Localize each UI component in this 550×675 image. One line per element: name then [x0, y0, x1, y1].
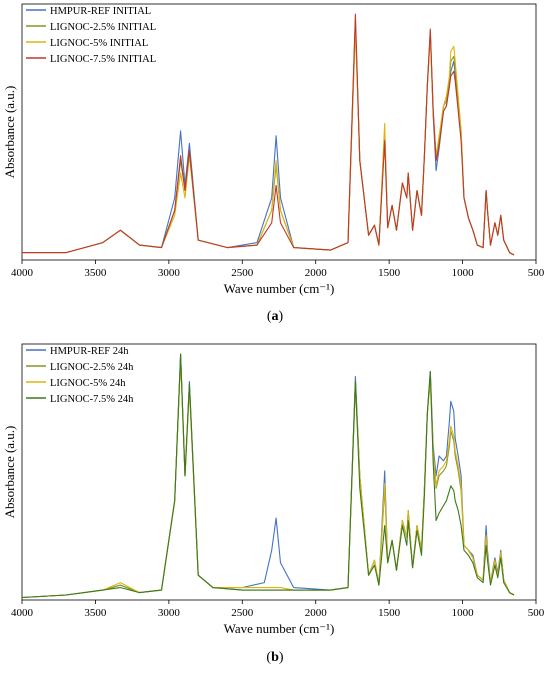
caption-letter-a: a — [271, 309, 279, 324]
x-tick-label: 2500 — [231, 607, 254, 619]
legend-entry: HMPUR-REF 24h — [50, 346, 129, 357]
legend-entry: LIGNOC-2.5% 24h — [50, 362, 134, 373]
y-axis-title: Absorbance (a.u.) — [2, 426, 17, 519]
plot-frame — [21, 343, 537, 601]
x-tick-label: 500 — [528, 607, 545, 619]
x-axis-title: Wave number (cm⁻¹) — [224, 281, 335, 296]
x-tick-label: 1000 — [452, 607, 475, 619]
x-tick-label: 500 — [528, 267, 545, 279]
x-tick-label: 3000 — [158, 267, 181, 279]
x-tick-label: 4000 — [11, 607, 34, 619]
x-tick-label: 1000 — [452, 267, 475, 279]
panel-caption-a: (a) — [266, 309, 284, 324]
legend-entry: LIGNOC-5% 24h — [50, 378, 126, 389]
legend-entry: LIGNOC-7.5% INITIAL — [50, 54, 156, 65]
legend-entry: LIGNOC-5% INITIAL — [50, 38, 148, 49]
legend-entry: LIGNOC-7.5% 24h — [50, 394, 134, 405]
x-tick-label: 3500 — [84, 607, 107, 619]
x-tick-label: 3500 — [84, 267, 107, 279]
x-tick-label: 3000 — [158, 607, 181, 619]
plot-frame — [21, 3, 537, 261]
series-line-4 — [22, 13, 515, 256]
chart-panel-b: 4000 3500 3000 2500 2000 1500 1000 500 Wave numb… — [0, 336, 550, 675]
x-tick-label: 2000 — [305, 607, 328, 619]
x-tick-label: 1500 — [378, 607, 401, 619]
series-line-4 — [22, 353, 515, 599]
x-tick-label: 2500 — [231, 267, 254, 279]
legend-entry: LIGNOC-2.5% INITIAL — [50, 22, 156, 33]
chart-panel-a: 4000 3500 3000 2500 2000 1500 1000 500 Wave numb… — [0, 0, 550, 336]
y-axis-title: Absorbance (a.u.) — [2, 86, 17, 179]
legend-entry: HMPUR-REF INITIAL — [50, 6, 151, 17]
x-tick-label: 1500 — [378, 267, 401, 279]
x-axis-title: Wave number (cm⁻¹) — [224, 621, 335, 636]
spectrum-chart-a: 4000 3500 3000 2500 2000 1500 1000 500 Wave numb… — [2, 3, 545, 296]
x-tick-label: 4000 — [11, 267, 34, 279]
panel-caption-b: (b) — [266, 650, 284, 665]
series-line-2 — [22, 356, 515, 599]
spectrum-chart-b: 4000 3500 3000 2500 2000 1500 1000 500 Wave numb… — [2, 343, 545, 636]
series-line-1 — [22, 353, 515, 599]
caption-letter-b: b — [271, 650, 279, 665]
x-tick-label: 2000 — [305, 267, 328, 279]
